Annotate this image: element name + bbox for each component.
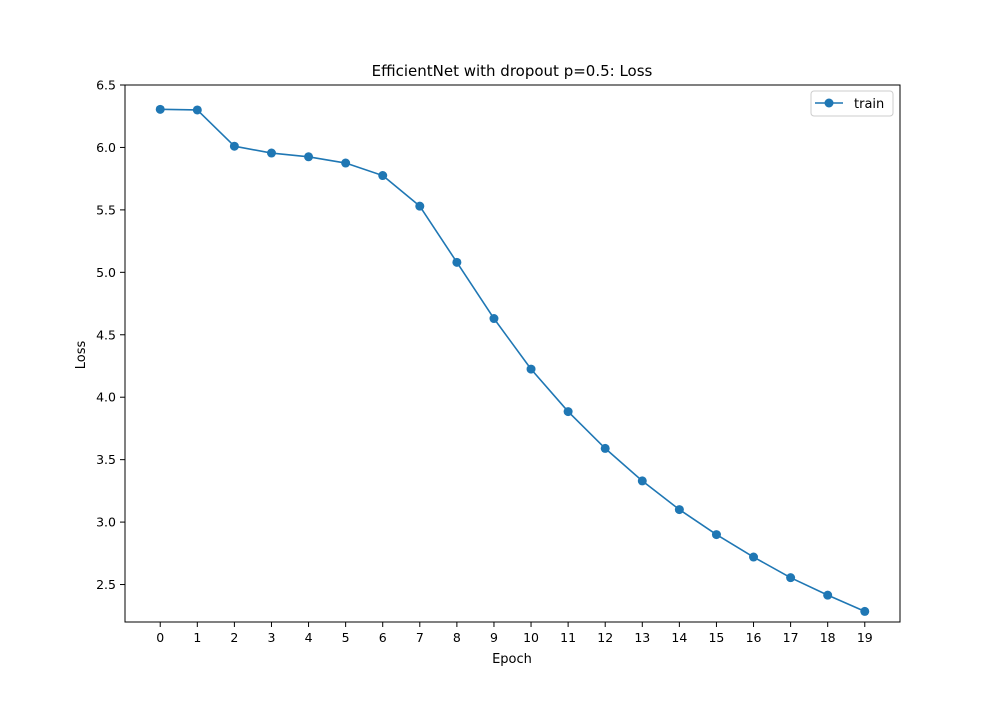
x-tick-label: 3	[267, 630, 275, 645]
data-point	[155, 104, 165, 114]
legend-point-marker	[824, 98, 834, 108]
y-tick-label: 5.0	[96, 265, 116, 280]
x-axis-ticks: 0 1 2 3 4 5 6 7 8 9 10 11 12 13 14 15 16 17 18 19	[156, 622, 873, 645]
x-tick-label: 9	[490, 630, 498, 645]
data-point	[192, 105, 202, 115]
data-point	[415, 201, 425, 211]
legend-label: train	[854, 97, 884, 112]
x-tick-label: 0	[156, 630, 164, 645]
y-axis-ticks: 2.5 3.0 3.5 4.0 4.5 5.0 5.5 6.0 6.5	[96, 78, 125, 592]
x-tick-label: 15	[708, 630, 724, 645]
legend-box	[810, 90, 894, 117]
data-point	[452, 257, 462, 267]
x-tick-label: 11	[560, 630, 576, 645]
y-tick-label: 3.0	[96, 515, 116, 530]
series-line-train	[160, 108, 866, 613]
data-point	[860, 606, 870, 616]
x-tick-label: 17	[783, 630, 799, 645]
y-tick-label: 4.0	[96, 390, 116, 405]
data-point	[637, 476, 647, 486]
x-tick-label: 6	[379, 630, 387, 645]
x-tick-label: 2	[230, 630, 238, 645]
y-tick-label: 6.0	[96, 140, 116, 155]
data-point	[526, 364, 536, 374]
x-tick-label: 18	[820, 630, 836, 645]
y-tick-label: 3.5	[96, 452, 116, 467]
y-axis-label: Loss	[74, 341, 89, 370]
y-tick-label: 6.5	[96, 78, 116, 93]
data-point	[823, 590, 833, 600]
y-tick-label: 5.5	[96, 202, 116, 217]
x-tick-label: 13	[634, 630, 650, 645]
x-tick-label: 12	[597, 630, 613, 645]
x-tick-label: 14	[671, 630, 687, 645]
series-train	[155, 104, 870, 616]
x-tick-label: 4	[305, 630, 313, 645]
x-tick-label: 19	[857, 630, 873, 645]
x-tick-label: 16	[746, 630, 762, 645]
data-point	[266, 148, 276, 158]
x-axis-label: Epoch	[492, 652, 532, 667]
data-point	[229, 141, 239, 151]
y-tick-label: 4.5	[96, 327, 116, 342]
plot-frame	[124, 84, 901, 623]
data-point	[674, 505, 684, 515]
data-point	[304, 152, 314, 162]
series-layer	[155, 104, 870, 616]
data-point	[711, 530, 721, 540]
data-point	[600, 443, 610, 453]
data-point	[786, 573, 796, 583]
x-tick-label: 7	[416, 630, 424, 645]
y-tick-label: 2.5	[96, 577, 116, 592]
legend: train	[810, 90, 894, 117]
data-point	[378, 171, 388, 181]
x-tick-label: 5	[342, 630, 350, 645]
chart-title: EfficientNet with dropout p=0.5: Loss	[372, 62, 653, 80]
x-tick-label: 10	[523, 630, 539, 645]
data-point	[749, 552, 759, 562]
plot-area	[125, 85, 900, 622]
data-point	[489, 314, 499, 324]
data-point	[341, 158, 351, 168]
data-point	[563, 407, 573, 417]
x-tick-label: 1	[193, 630, 201, 645]
x-tick-label: 8	[453, 630, 461, 645]
